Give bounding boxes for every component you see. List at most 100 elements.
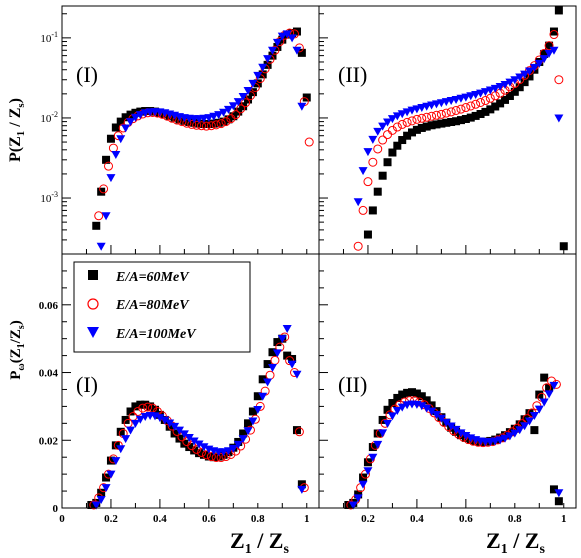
data-point-e-a-80mev	[480, 96, 490, 106]
data-point-e-a-60mev	[388, 148, 397, 157]
data-point-e-a-80mev	[363, 177, 373, 187]
data-point-e-a-100mev	[101, 484, 111, 493]
data-point-e-a-60mev	[530, 426, 539, 435]
data-point-e-a-60mev	[297, 48, 306, 57]
plot-marks-top-right	[353, 6, 568, 251]
y-tick-label: 10-1	[40, 30, 58, 45]
data-point-e-a-100mev	[358, 167, 368, 176]
data-point-e-a-100mev	[160, 416, 170, 425]
data-point-e-a-100mev	[287, 34, 297, 43]
data-point-e-a-100mev	[214, 111, 224, 120]
top-ylabel-p: P(Z	[7, 136, 24, 162]
legend-marker-100	[87, 327, 99, 338]
data-point-e-a-80mev	[211, 453, 221, 463]
legend-label-60: E/A=60MeV	[115, 270, 190, 285]
svg-text:Z1 / Zs: Z1 / Zs	[230, 528, 289, 557]
data-point-e-a-80mev	[216, 453, 226, 463]
data-point-e-a-100mev	[476, 89, 486, 98]
y-axis-label-bottom: Pω(Z1/Zs)	[8, 320, 27, 380]
data-point-e-a-80mev	[544, 41, 554, 51]
legend-marker-triangle	[87, 327, 99, 338]
panel-top-right: (II)	[318, 5, 577, 255]
top-ylabel-sub2: s	[15, 103, 27, 108]
data-point-e-a-100mev	[495, 436, 505, 445]
data-point-e-a-100mev	[353, 198, 363, 207]
bottom-ylabel-end: )	[8, 320, 24, 325]
data-point-e-a-80mev	[461, 103, 471, 113]
data-point-e-a-60mev	[244, 419, 253, 428]
data-point-e-a-100mev	[228, 444, 238, 453]
data-point-e-a-100mev	[199, 443, 209, 452]
panel-label-bottom-right: (II)	[338, 372, 367, 397]
data-point-e-a-100mev	[135, 111, 145, 120]
data-point-e-a-100mev	[121, 435, 131, 444]
data-point-e-a-100mev	[549, 381, 559, 390]
data-point-e-a-100mev	[524, 417, 534, 426]
data-point-e-a-60mev	[545, 383, 554, 392]
data-point-e-a-80mev	[241, 98, 251, 108]
data-point-e-a-80mev	[358, 205, 368, 215]
data-point-e-a-60mev	[481, 107, 490, 116]
bottom-ylabel-mid2: /Z	[8, 329, 24, 344]
panel-label-top-left: (I)	[76, 62, 98, 87]
data-point-e-a-60mev	[554, 497, 563, 506]
data-point-e-a-60mev	[437, 119, 446, 128]
data-point-e-a-60mev	[559, 242, 568, 251]
data-point-e-a-100mev	[96, 242, 106, 251]
data-point-e-a-80mev	[94, 211, 104, 221]
y-tick-label: 0	[53, 503, 59, 515]
data-point-e-a-100mev	[368, 453, 378, 462]
data-point-e-a-60mev	[209, 119, 218, 128]
data-point-e-a-80mev	[436, 109, 446, 119]
data-point-e-a-60mev	[146, 402, 155, 411]
data-point-e-a-80mev	[201, 450, 211, 460]
data-point-e-a-100mev	[353, 494, 363, 503]
data-point-e-a-100mev	[539, 55, 549, 64]
panel-top-left: 10-3 10-2 10-1 (I)	[40, 5, 320, 255]
data-point-e-a-100mev	[505, 432, 515, 441]
x-tick-label: 0	[59, 513, 65, 525]
data-point-e-a-100mev	[534, 405, 544, 414]
data-point-e-a-100mev	[534, 59, 544, 68]
data-point-e-a-60mev	[258, 375, 267, 384]
legend-marker-80	[87, 298, 99, 310]
data-point-e-a-60mev	[116, 117, 125, 126]
data-point-e-a-80mev	[206, 452, 216, 462]
data-point-e-a-60mev	[131, 402, 140, 411]
x-tick-label: 0.8	[251, 513, 265, 525]
data-point-e-a-100mev	[446, 422, 456, 431]
xlabel-sub2: s	[539, 542, 545, 557]
data-point-e-a-80mev	[422, 112, 432, 122]
data-point-e-a-100mev	[387, 115, 397, 124]
data-point-e-a-100mev	[392, 406, 402, 415]
y-tick-label: 10-2	[40, 110, 58, 125]
data-point-e-a-100mev	[431, 411, 441, 420]
legend-marker-circle	[87, 298, 99, 310]
data-point-e-a-100mev	[101, 212, 111, 221]
data-point-e-a-100mev	[485, 86, 495, 95]
data-point-e-a-60mev	[422, 122, 431, 131]
data-point-e-a-100mev	[263, 378, 273, 387]
data-point-e-a-60mev	[393, 393, 402, 402]
xlabel-z: Z	[486, 528, 501, 553]
data-point-e-a-60mev	[422, 396, 431, 405]
data-point-e-a-80mev	[201, 121, 211, 131]
data-point-e-a-100mev	[272, 349, 282, 358]
data-point-e-a-100mev	[368, 135, 378, 144]
data-point-e-a-60mev	[126, 110, 135, 119]
data-point-e-a-100mev	[549, 46, 559, 55]
data-point-e-a-60mev	[554, 6, 563, 15]
data-point-e-a-80mev	[441, 108, 451, 118]
data-point-e-a-100mev	[155, 414, 165, 423]
top-ylabel-sub: 1	[15, 131, 27, 137]
data-point-e-a-100mev	[204, 114, 214, 123]
data-point-e-a-100mev	[287, 360, 297, 369]
data-point-e-a-60mev	[263, 360, 272, 369]
data-point-e-a-100mev	[348, 501, 358, 510]
data-point-e-a-100mev	[258, 392, 268, 401]
data-point-e-a-100mev	[189, 437, 199, 446]
legend-marker-60	[88, 270, 98, 280]
data-point-e-a-60mev	[383, 158, 392, 167]
data-point-e-a-100mev	[412, 105, 422, 114]
legend: E/A=60MeV E/A=80MeV E/A=100MeV	[73, 261, 251, 353]
